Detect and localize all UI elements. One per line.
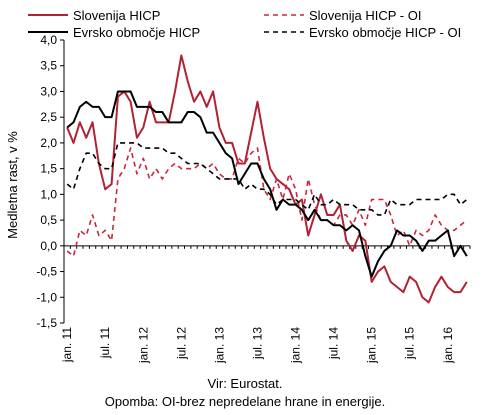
x-tick-label: jul. 13 bbox=[250, 327, 264, 360]
x-tick-label: jul. 11 bbox=[98, 327, 112, 359]
x-tick-label: jan. 13 bbox=[212, 327, 226, 364]
legend-label-slovenija-hicp: Slovenija HICP bbox=[73, 8, 160, 23]
series-line-evrsko-obmocje-hicp-oi bbox=[66, 142, 468, 216]
y-tick-label: -0,5 bbox=[36, 265, 57, 279]
legend-label-evrsko-obmocje-hicp-oi: Evrsko območje HICP - OI bbox=[309, 25, 461, 40]
x-tick-label: jan. 12 bbox=[136, 327, 150, 364]
series-line-evrsko-obmocje-hicp bbox=[66, 90, 468, 278]
series-layer bbox=[66, 54, 468, 304]
y-tick-label: 2,0 bbox=[40, 136, 57, 150]
series-line-slovenija-hicp bbox=[66, 54, 468, 304]
series-line-slovenija-hicp-oi bbox=[66, 147, 468, 257]
x-tick-label: jan. 14 bbox=[289, 327, 303, 364]
chart-legend: Slovenija HICP Slovenija HICP - OI Evrsk… bbox=[28, 8, 461, 40]
y-tick-label: 0,5 bbox=[40, 213, 57, 227]
footnote: Opomba: OI-brez nepredelane hrane in ene… bbox=[104, 394, 386, 409]
y-axis: 4,0 3,5 3,0 2,5 2,0 1,5 1,0 0,5 0,0 -0,5 -1,0 -1,5 bbox=[36, 33, 65, 330]
y-tick-label: -1,5 bbox=[36, 316, 57, 330]
x-tick-label: jul. 14 bbox=[327, 327, 341, 360]
y-tick-label: -1,0 bbox=[36, 290, 57, 304]
x-tick-label: jan. 11 bbox=[60, 327, 74, 363]
x-tick-label: jul. 12 bbox=[174, 327, 188, 360]
y-tick-label: 4,0 bbox=[40, 33, 57, 47]
y-tick-label: 1,0 bbox=[40, 187, 57, 201]
source-note: Vir: Eurostat. bbox=[207, 376, 283, 391]
y-tick-label: 2,5 bbox=[40, 110, 57, 124]
legend-label-slovenija-hicp-oi: Slovenija HICP - OI bbox=[309, 8, 421, 23]
x-tick-label: jul. 15 bbox=[403, 327, 417, 360]
y-tick-label: 1,5 bbox=[40, 162, 57, 176]
x-tick-label: jan. 16 bbox=[441, 327, 455, 364]
x-tick-label: jan. 15 bbox=[365, 327, 379, 364]
y-tick-label: 3,5 bbox=[40, 59, 57, 73]
x-axis: jan. 11 jul. 11 jan. 12 jul. 12 jan. 13 jul. … bbox=[60, 245, 471, 364]
y-axis-title: Medletna rast, v % bbox=[5, 131, 20, 239]
y-tick-label: 0,0 bbox=[40, 239, 57, 253]
legend-label-evrsko-obmocje-hicp: Evrsko območje HICP bbox=[73, 25, 200, 40]
y-tick-label: 3,0 bbox=[40, 84, 57, 98]
